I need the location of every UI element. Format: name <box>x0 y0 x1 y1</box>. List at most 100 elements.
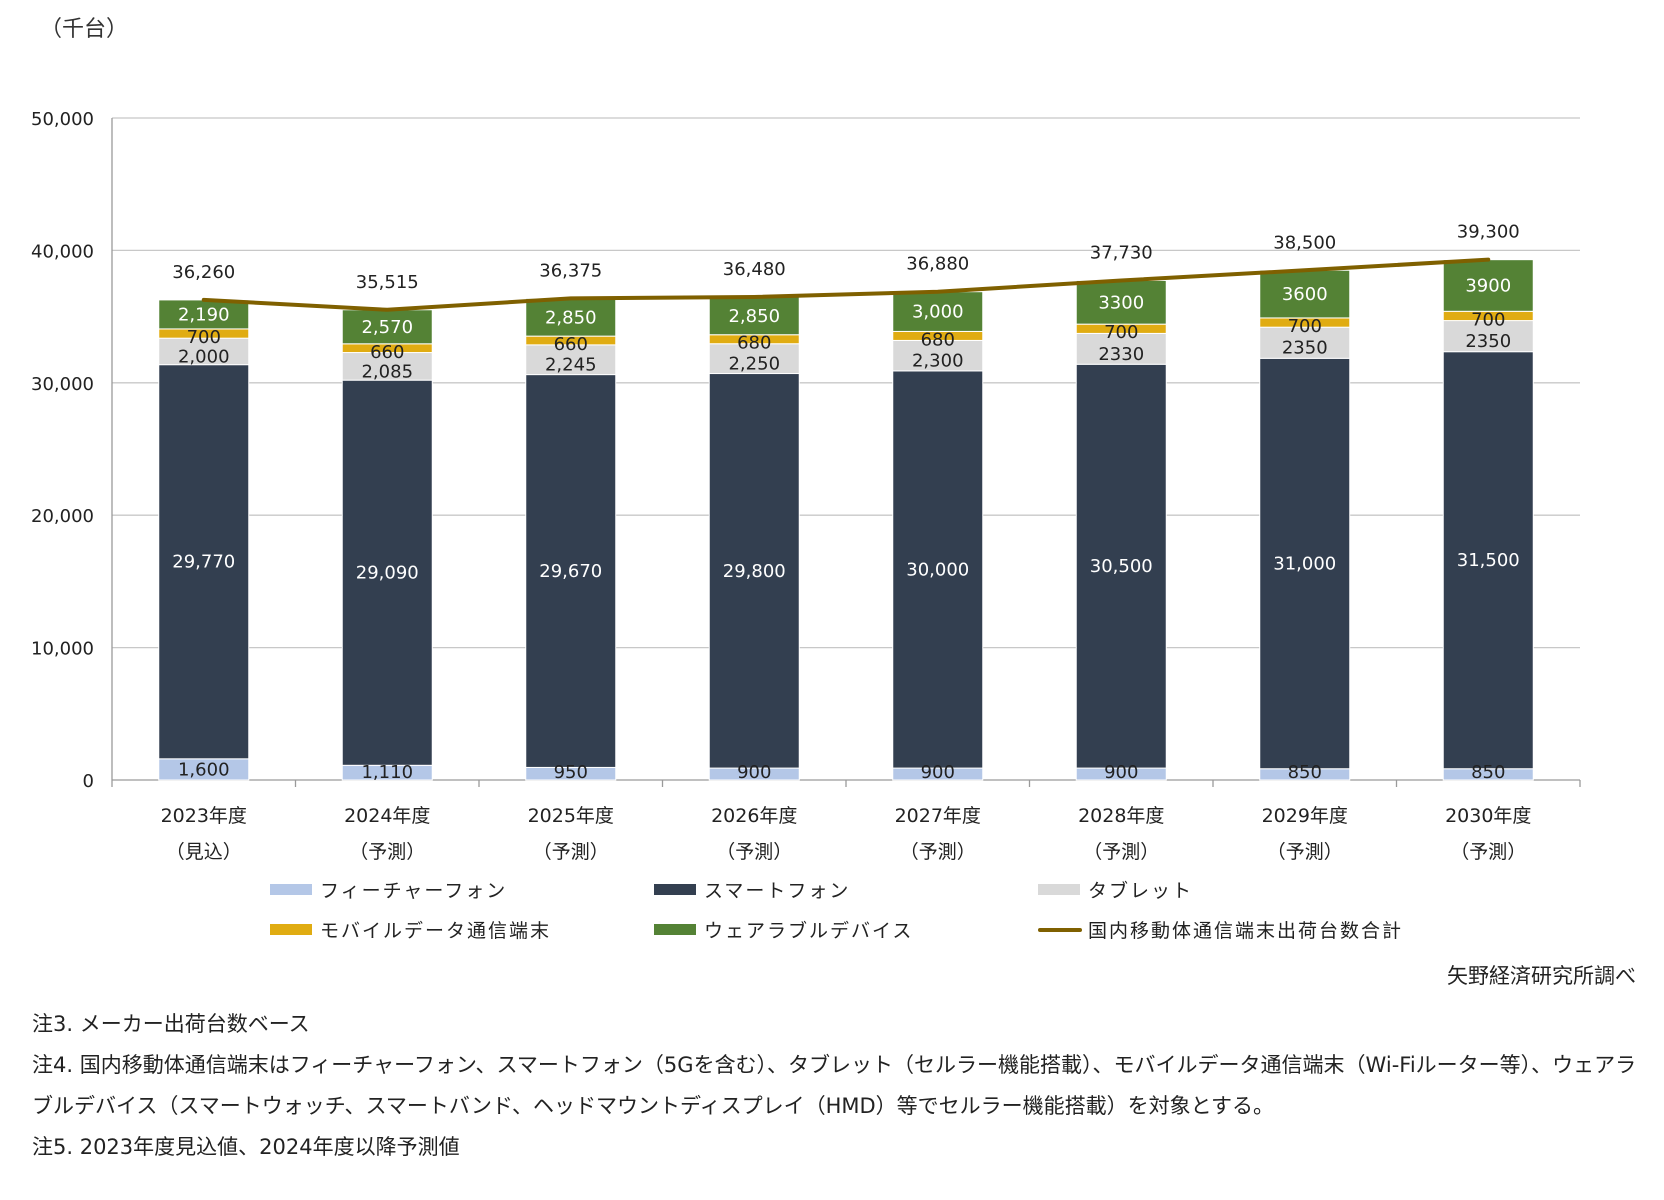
x-tick-label-status: （予測） <box>533 841 609 863</box>
data-label-tablet: 2,300 <box>912 351 964 372</box>
data-label-mobile-data: 700 <box>187 327 221 348</box>
data-label-smartphone: 29,770 <box>172 552 235 573</box>
x-tick-label-year: 2027年度 <box>895 805 981 827</box>
x-tick-label-status: （予測） <box>349 841 425 863</box>
x-tick-label-year: 2023年度 <box>161 805 247 827</box>
data-label-wearable: 3,000 <box>912 302 964 323</box>
bar-segment-tablet <box>1442 320 1534 353</box>
bar-segment-smartphone <box>525 374 617 768</box>
bar-segment-wearable <box>892 291 984 332</box>
total-data-label: 39,300 <box>1457 222 1520 243</box>
data-label-wearable: 2,190 <box>178 304 230 325</box>
legend-label-smartphone: スマートフォン <box>704 880 851 902</box>
data-label-feature-phone: 950 <box>554 762 588 783</box>
bar-segment-smartphone <box>1442 351 1534 770</box>
legend-item-smartphone: スマートフォン <box>654 876 850 903</box>
data-label-smartphone: 31,500 <box>1457 550 1520 571</box>
data-label-smartphone: 30,000 <box>906 559 969 580</box>
data-label-feature-phone: 1,600 <box>178 759 230 780</box>
total-series-line <box>201 257 1491 312</box>
data-label-tablet: 2350 <box>1282 338 1328 359</box>
y-tick-label: 40,000 <box>31 241 94 262</box>
x-tick-label-year: 2029年度 <box>1262 805 1348 827</box>
x-tick-label-year: 2025年度 <box>528 805 614 827</box>
data-label-tablet: 2330 <box>1098 344 1144 365</box>
data-label-mobile-data: 680 <box>737 333 771 354</box>
legend-item-total: 国内移動体通信端末出荷台数合計 <box>1038 916 1403 943</box>
data-label-feature-phone: 850 <box>1471 762 1505 783</box>
x-axis: 2023年度 （見込） 2024年度 （予測） 2025年度 （予測） 2026年度 （予測）… <box>111 780 1581 863</box>
total-data-label: 36,375 <box>539 260 602 281</box>
x-tick-label-status: （予測） <box>1083 841 1159 863</box>
data-label-tablet: 2,250 <box>728 354 780 375</box>
note-3: 注3. メーカー出荷台数ベース <box>32 1012 310 1036</box>
total-line: 36,260 35,515 36,375 36,480 36,880 37,730 38,5… <box>172 222 1520 312</box>
y-tick-label: 20,000 <box>31 506 94 527</box>
data-label-wearable: 2,850 <box>728 306 780 327</box>
data-label-feature-phone: 900 <box>921 762 955 783</box>
bars <box>158 259 1534 781</box>
x-tick-label-year: 2030年度 <box>1445 805 1531 827</box>
bar-segment-smartphone <box>1259 357 1351 770</box>
bar-segment-tablet <box>341 352 433 381</box>
data-label-mobile-data: 660 <box>370 342 404 363</box>
data-label-wearable: 2,570 <box>361 317 413 338</box>
x-tick-label-year: 2028年度 <box>1078 805 1164 827</box>
legend-label-mobile-data: モバイルデータ通信端末 <box>320 920 552 942</box>
legend-swatch-smartphone <box>654 884 696 895</box>
legend-label-feature-phone: フィーチャーフォン <box>320 880 508 902</box>
data-label-mobile-data: 680 <box>921 329 955 350</box>
bar-segment-wearable <box>341 309 433 345</box>
x-tick-label-year: 2026年度 <box>711 805 797 827</box>
bar-segment-wearable <box>1075 279 1167 325</box>
data-label-smartphone: 31,000 <box>1273 554 1336 575</box>
x-tick-label-status: （予測） <box>900 841 976 863</box>
x-tick-label-status: （予測） <box>716 841 792 863</box>
total-data-label: 35,515 <box>356 272 419 293</box>
total-data-label: 36,260 <box>172 262 235 283</box>
legend-item-mobile-data: モバイルデータ通信端末 <box>270 916 551 943</box>
x-tick-label-status: （見込） <box>166 841 242 863</box>
unit-label: （千台） <box>40 17 128 42</box>
legend-swatch-tablet <box>1038 884 1080 895</box>
data-label-wearable: 3300 <box>1098 292 1144 313</box>
total-data-label: 36,880 <box>906 254 969 275</box>
bar-segment-tablet <box>1259 326 1351 359</box>
legend-label-total: 国内移動体通信端末出荷台数合計 <box>1088 920 1404 942</box>
data-label-smartphone: 29,670 <box>539 561 602 582</box>
data-label-mobile-data: 700 <box>1288 316 1322 337</box>
legend-item-feature-phone: フィーチャーフォン <box>270 876 507 903</box>
data-label-feature-phone: 1,110 <box>361 762 413 783</box>
y-tick-label: 50,000 <box>31 109 94 130</box>
data-label-mobile-data: 700 <box>1104 322 1138 343</box>
bar-segment-smartphone <box>708 373 800 769</box>
data-label-feature-phone: 850 <box>1288 762 1322 783</box>
bar-segment-wearable <box>1442 259 1534 312</box>
legend-label-tablet: タブレット <box>1088 880 1194 902</box>
bar-segment-wearable <box>158 299 250 330</box>
legend-swatch-mobile-data <box>270 924 312 935</box>
stacked-bar-chart: （千台） 0 10,000 20,000 30,000 40,000 50,000 1,6… <box>31 17 1581 863</box>
data-label-smartphone: 29,800 <box>723 561 786 582</box>
grid-lines <box>112 117 1580 781</box>
data-label-smartphone: 29,090 <box>356 563 419 584</box>
x-tick-label-status: （予測） <box>1267 841 1343 863</box>
data-label-wearable: 3600 <box>1282 284 1328 305</box>
y-tick-label: 0 <box>83 771 94 792</box>
x-tick-label-year: 2024年度 <box>344 805 430 827</box>
data-label-mobile-data: 660 <box>554 334 588 355</box>
total-data-label: 36,480 <box>723 259 786 280</box>
bar-segment-tablet <box>1075 332 1167 365</box>
bar-segment-smartphone <box>341 379 433 766</box>
source-credit: 矢野経済研究所調べ <box>1447 964 1636 988</box>
bar-segment-smartphone <box>892 370 984 769</box>
segment-labels: 1,60029,7702,0007002,1901,11029,0902,085… <box>172 275 1519 783</box>
note-5: 注5. 2023年度見込値、2024年度以降予測値 <box>32 1135 460 1159</box>
y-axis: 0 10,000 20,000 30,000 40,000 50,000 <box>31 109 113 792</box>
bar-segment-tablet <box>708 343 800 375</box>
note-4: 注4. 国内移動体通信端末はフィーチャーフォン、スマートフォン（5Gを含む）、タ… <box>32 1053 1637 1118</box>
legend-item-wearable: ウェアラブルデバイス <box>654 916 913 943</box>
bar-segment-smartphone <box>1075 363 1167 769</box>
bar-segment-tablet <box>525 344 617 376</box>
data-label-feature-phone: 900 <box>737 762 771 783</box>
